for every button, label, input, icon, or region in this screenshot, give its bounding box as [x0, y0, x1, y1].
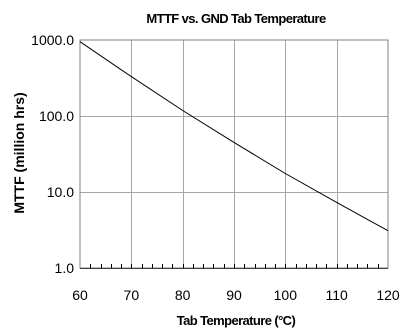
series-layer: [79, 41, 389, 232]
y-tick-label-3: 1000.0: [31, 32, 74, 48]
y-axis-label: MTTF (million hrs): [11, 92, 27, 213]
chart-title: MTTF vs. GND Tab Temperature: [146, 11, 326, 26]
x-tick-label-0: 60: [72, 287, 88, 303]
x-tick-label-4: 100: [274, 287, 298, 303]
x-tick-label-5: 110: [326, 287, 349, 303]
x-tick-labels: 60 70 80 90 100 110 120: [72, 287, 400, 303]
x-minor-ticks: [90, 264, 379, 268]
series-line-0: [79, 41, 389, 232]
y-tick-label-1: 10.0: [47, 184, 74, 200]
y-tick-label-2: 100.0: [39, 108, 74, 124]
gridlines: [80, 40, 388, 269]
y-tick-labels: 1.0 10.0 100.0 1000.0: [31, 32, 74, 276]
x-tick-label-3: 90: [226, 287, 242, 303]
x-tick-label-6: 120: [376, 287, 400, 303]
x-tick-label-2: 80: [175, 287, 191, 303]
x-axis-label: Tab Temperature (°C): [177, 313, 296, 328]
y-tick-label-0: 1.0: [55, 260, 75, 276]
x-tick-label-1: 70: [124, 287, 140, 303]
